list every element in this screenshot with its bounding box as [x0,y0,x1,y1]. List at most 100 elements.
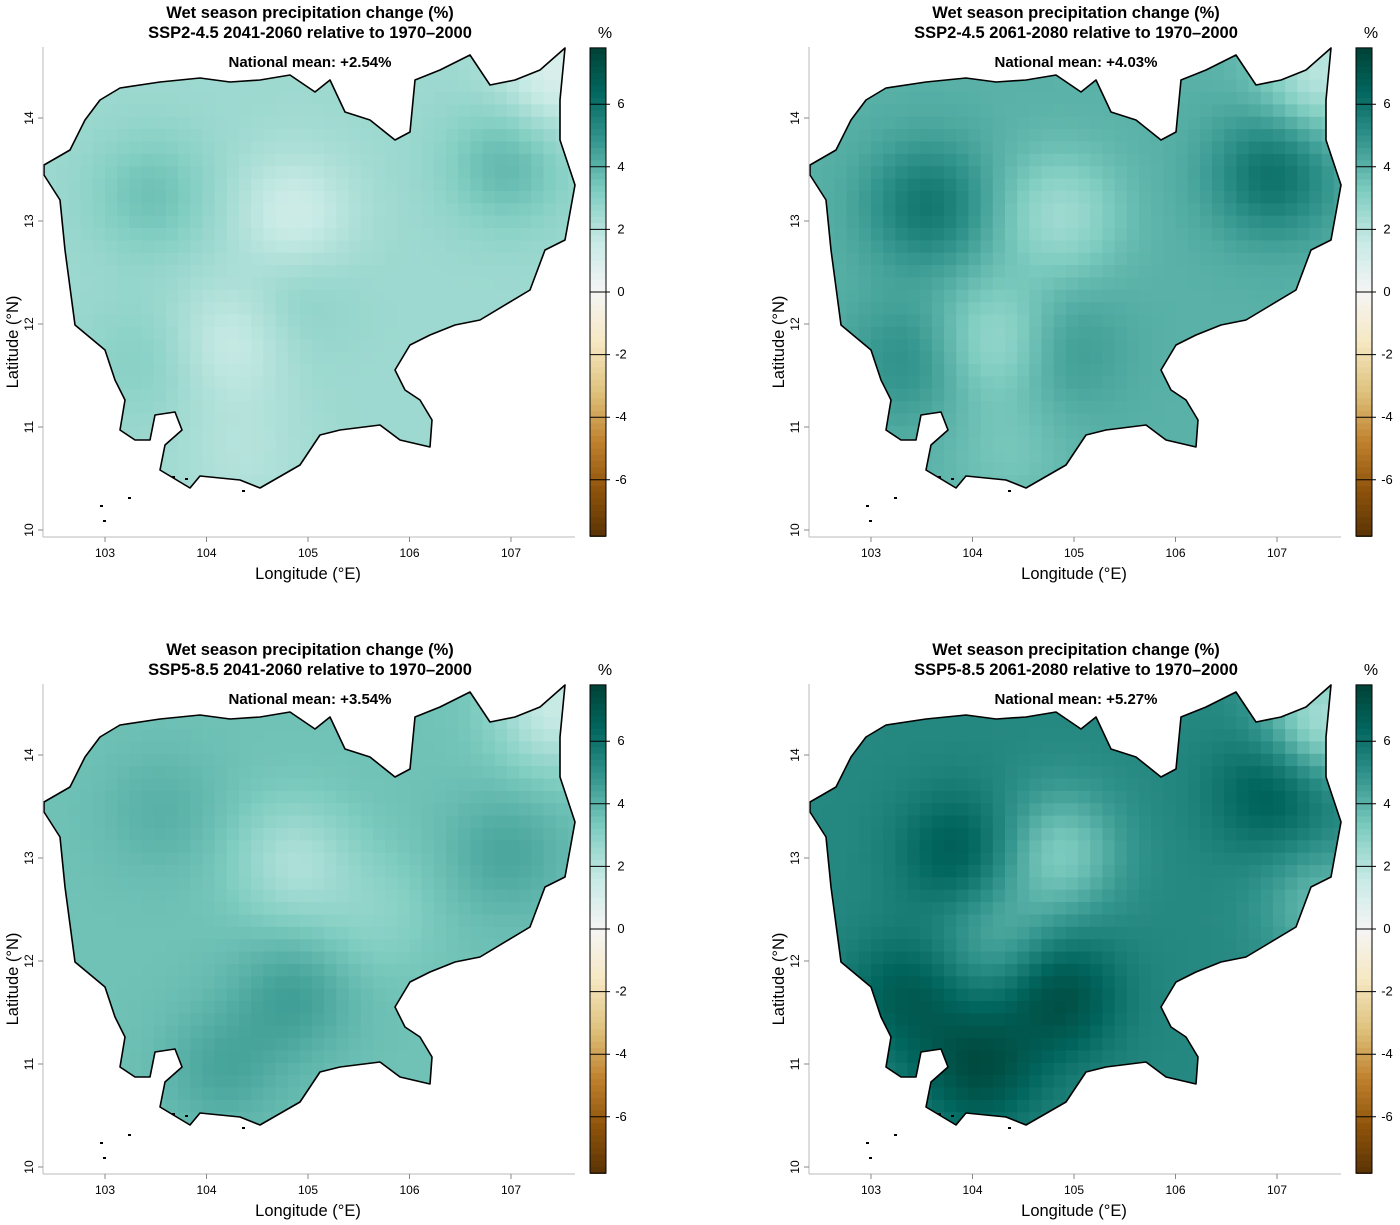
raster-cell [56,1123,70,1125]
raster-cell [1102,165,1116,179]
raster-cell [1114,437,1128,451]
raster-cell [1017,437,1031,451]
raster-cell [299,1012,313,1026]
raster-cell [153,301,167,315]
raster-cell [1333,66,1341,80]
raster-cell [858,54,872,68]
raster-cell [312,103,326,117]
raster-cell [56,876,70,890]
raster-cell [80,177,94,191]
raster-cell [165,1123,179,1125]
raster-cell [883,103,897,117]
raster-cell [141,1099,155,1113]
raster-cell [907,54,921,68]
raster-cell [421,1000,435,1014]
raster-cell [409,375,423,389]
raster-cell [1187,165,1201,179]
raster-cell [883,190,897,204]
raster-cell [458,48,472,55]
raster-cell [299,950,313,964]
raster-cell [105,153,118,167]
raster-cell [165,1086,179,1100]
raster-cell [165,790,179,804]
raster-cell [1248,227,1262,241]
raster-cell [956,375,970,389]
raster-cell [1212,66,1225,80]
raster-cell [165,103,179,117]
raster-cell [470,449,484,463]
raster-cell [287,313,301,327]
raster-cell [93,666,106,679]
raster-cell [1272,153,1286,167]
raster-cell [214,190,228,204]
raster-cell [129,839,143,853]
raster-cell [822,29,835,42]
raster-cell [202,926,216,940]
raster-cell [214,950,228,964]
raster-cell [312,765,326,779]
raster-cell [1272,474,1286,488]
raster-cell [1017,276,1031,290]
raster-cell [44,1000,58,1014]
raster-cell [1029,115,1043,130]
raster-cell [324,851,338,865]
raster-cell [397,363,411,377]
raster-cell [810,91,824,105]
raster-cell [494,474,508,488]
raster-cell [190,851,204,865]
raster-cell [385,1037,399,1051]
raster-cell [165,987,179,1001]
raster-cell [1187,103,1201,117]
raster-cell [1065,462,1079,476]
raster-cell [944,400,958,414]
raster-cell [56,802,70,816]
raster-cell [44,851,58,865]
raster-cell [810,474,824,488]
raster-cell [336,375,350,389]
raster-cell [336,214,350,228]
colorbar-swatch [590,492,606,500]
raster-cell [275,1037,289,1051]
raster-cell [80,165,94,179]
raster-cell [239,338,252,352]
raster-cell [360,1037,374,1051]
raster-cell [1285,363,1299,377]
raster-cell [494,338,508,352]
raster-cell [470,264,484,278]
raster-cell [1272,350,1286,364]
raster-cell [1017,78,1031,93]
raster-cell [1126,276,1140,290]
raster-cell [956,363,970,377]
raster-cell [178,1086,192,1100]
raster-cell [1212,91,1225,105]
raster-cell [239,486,252,488]
raster-cell [1309,91,1323,105]
raster-cell [1151,474,1165,488]
raster-cell [105,1086,118,1100]
raster-cell [92,48,106,55]
raster-cell [1151,190,1165,204]
raster-cell [1065,363,1079,377]
raster-cell [117,214,131,228]
raster-cell [810,437,824,451]
raster-cell [263,424,277,439]
raster-cell [178,913,192,927]
raster-cell [202,289,216,303]
raster-cell [56,91,70,105]
raster-cell [385,926,399,940]
raster-cell [1126,91,1140,105]
raster-cell [421,975,435,989]
raster-cell [251,276,265,290]
raster-cell [1053,474,1067,488]
raster-cell [543,400,557,414]
raster-cell [129,486,143,488]
raster-cell [458,387,472,402]
raster-cell [567,227,575,241]
raster-cell [226,963,240,977]
raster-cell [458,462,472,476]
raster-cell [263,251,277,266]
raster-cell [226,462,240,476]
raster-cell [506,128,520,142]
raster-cell [44,227,58,241]
raster-cell [202,375,216,389]
